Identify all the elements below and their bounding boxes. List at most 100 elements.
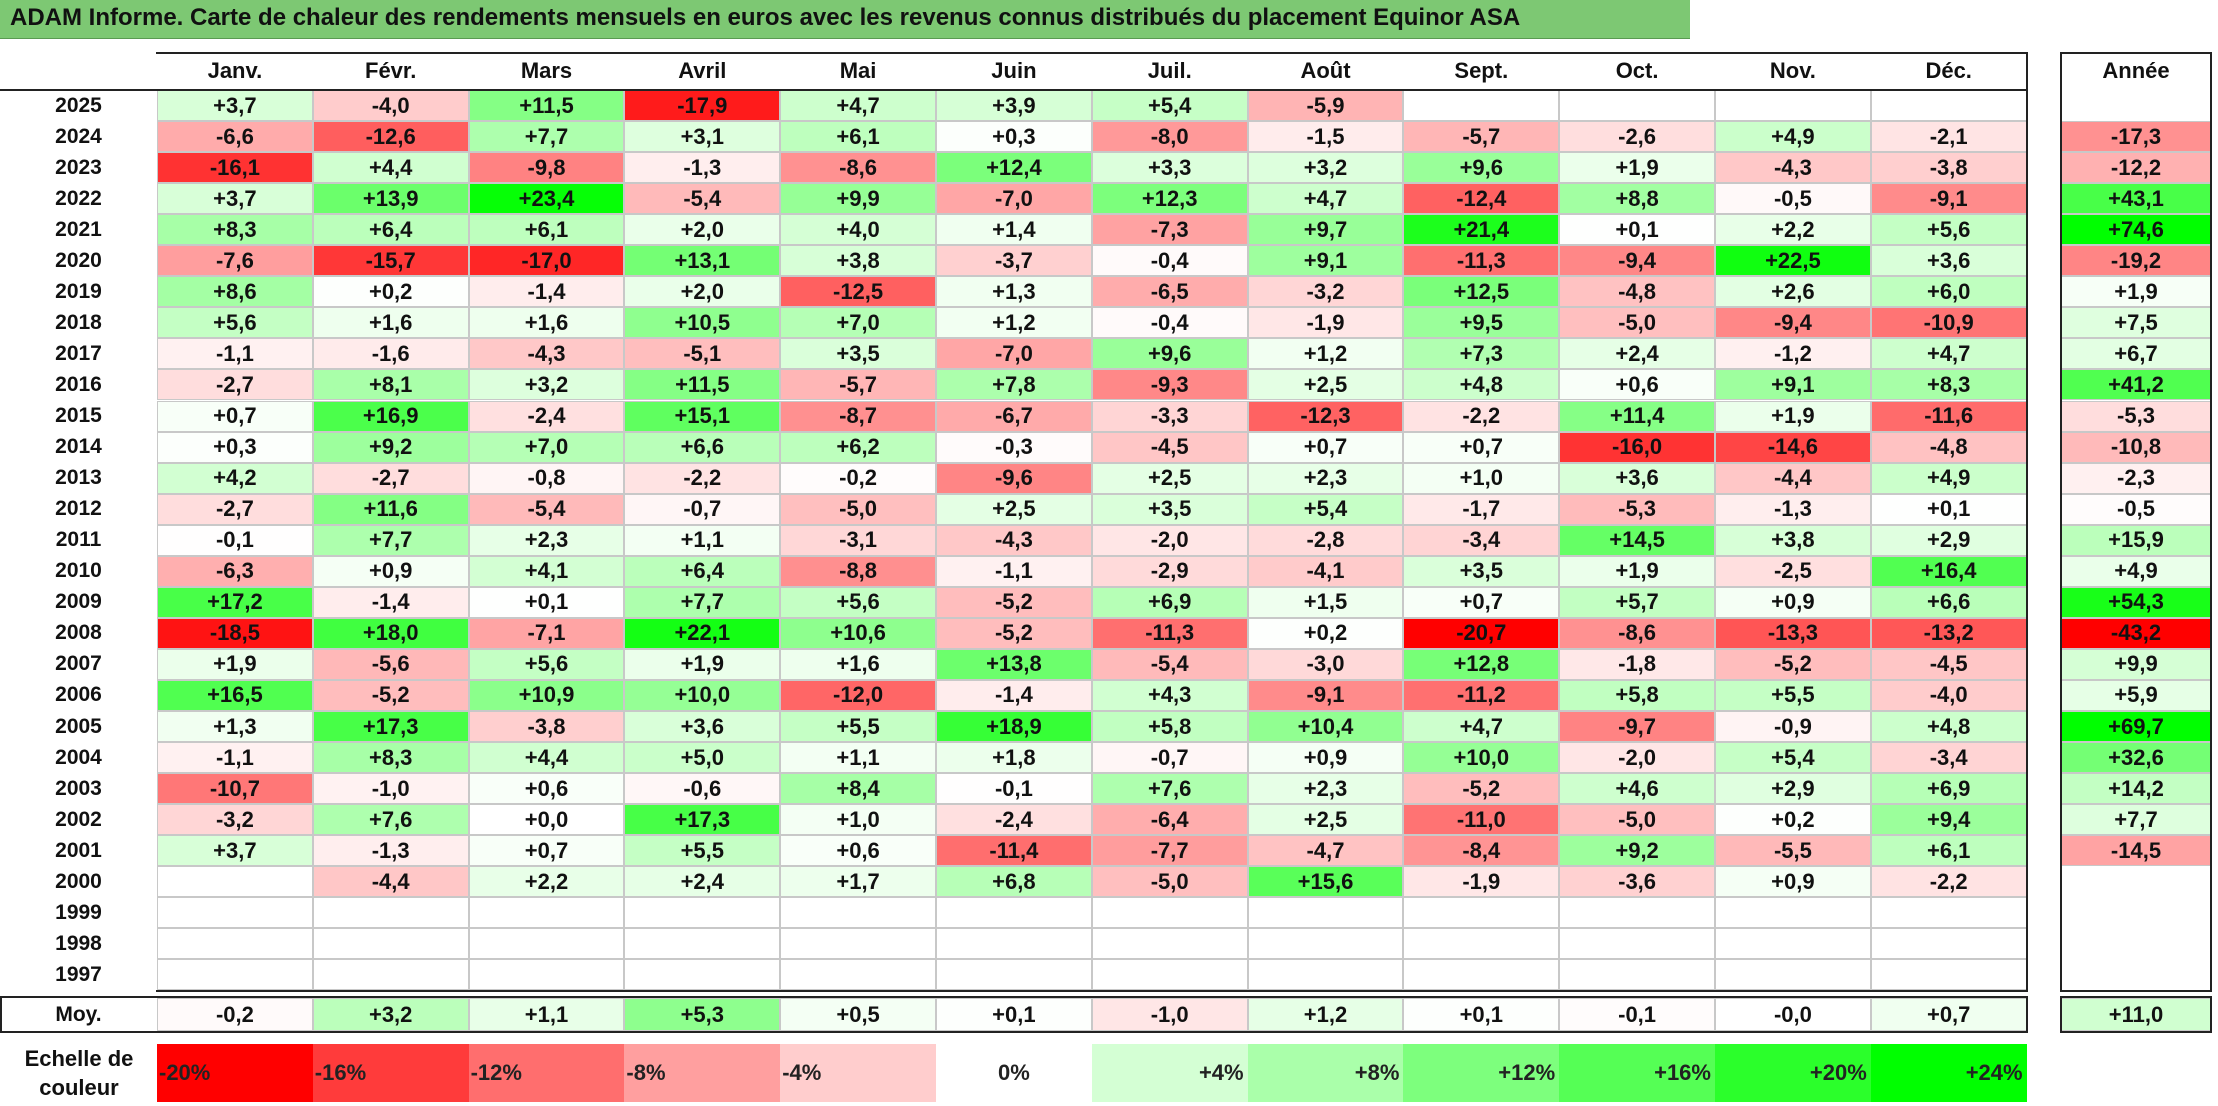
annual-cell: +69,7: [2061, 711, 2211, 743]
heatmap-cell: -5,0: [1559, 804, 1715, 836]
heatmap-cell: +15,6: [1247, 866, 1404, 898]
heatmap-cell: [1559, 90, 1715, 122]
heatmap-cell: -1,1: [157, 742, 313, 774]
row-year-label: 2005: [55, 714, 102, 738]
color-scale-swatch: -8%: [624, 1044, 781, 1102]
heatmap-cell: -2,7: [157, 493, 313, 525]
heatmap-cell: +7,7: [312, 524, 469, 556]
heatmap-cell: -2,0: [1091, 524, 1248, 556]
heatmap-cell: +1,9: [157, 648, 313, 680]
heatmap-cell: [1715, 959, 1871, 991]
heatmap-cell: -2,7: [312, 462, 469, 494]
heatmap-cell: [1715, 90, 1871, 122]
heatmap-cell: +1,8: [936, 742, 1092, 774]
heatmap-cell: +10,9: [468, 679, 625, 711]
annual-cell: -19,2: [2061, 245, 2211, 277]
heatmap-cell: [1715, 928, 1871, 960]
heatmap-cell: +0,6: [468, 773, 625, 805]
heatmap-cell: +3,5: [1091, 493, 1248, 525]
heatmap-cell: +0,1: [468, 586, 625, 618]
heatmap-cell: -6,5: [1091, 276, 1248, 308]
row-year-label: 1999: [55, 900, 102, 924]
heatmap-cell: +3,7: [157, 183, 313, 215]
heatmap-cell: +21,4: [1403, 214, 1560, 246]
heatmap-cell: +1,1: [624, 524, 781, 556]
heatmap-cell: +2,3: [1247, 773, 1404, 805]
heatmap-cell: -3,4: [1403, 524, 1560, 556]
average-cell: +0,1: [936, 998, 1092, 1031]
heatmap-cell: +0,1: [1870, 493, 2027, 525]
heatmap-cell: +23,4: [468, 183, 625, 215]
column-header: Août: [1300, 58, 1351, 83]
heatmap-cell: +6,1: [780, 121, 936, 153]
column-header: Juin: [991, 58, 1037, 83]
heatmap-cell: +7,7: [624, 586, 781, 618]
heatmap-cell: -5,4: [624, 183, 781, 215]
heatmap-cell: +9,1: [1247, 245, 1404, 277]
heatmap-cell: -0,1: [936, 773, 1092, 805]
annual-cell: +43,1: [2061, 183, 2211, 215]
color-scale-swatch: -20%: [157, 1044, 313, 1102]
heatmap-cell: +2,0: [624, 214, 781, 246]
row-year-label: 2021: [55, 217, 102, 241]
row-year-label: 2002: [55, 807, 102, 831]
heatmap-cell: +6,2: [780, 431, 936, 463]
heatmap-cell: +3,3: [1091, 152, 1248, 184]
heatmap-cell: +4,6: [1559, 773, 1715, 805]
heatmap-cell: +10,6: [780, 617, 936, 649]
heatmap-cell: -0,2: [780, 462, 936, 494]
heatmap-cell: -1,4: [468, 276, 625, 308]
heatmap-cell: -17,9: [624, 90, 781, 122]
heatmap-cell: +6,6: [1870, 586, 2027, 618]
heatmap-cell: [1870, 928, 2027, 960]
heatmap-cell: +6,6: [624, 431, 781, 463]
heatmap-cell: +5,5: [624, 835, 781, 867]
heatmap-cell: +18,9: [936, 711, 1092, 743]
heatmap-cell: +1,9: [1559, 152, 1715, 184]
heatmap-cell: -12,4: [1403, 183, 1560, 215]
heatmap-cell: -15,7: [312, 245, 469, 277]
heatmap-cell: -2,0: [1559, 742, 1715, 774]
heatmap-cell: +9,6: [1403, 152, 1560, 184]
heatmap-cell: -0,3: [936, 431, 1092, 463]
heatmap-cell: -5,1: [624, 338, 781, 370]
heatmap-cell: -9,4: [1715, 307, 1871, 339]
heatmap-cell: -3,2: [157, 804, 313, 836]
heatmap-cell: +3,2: [468, 369, 625, 401]
heatmap-cell: +2,9: [1715, 773, 1871, 805]
heatmap-cell: +4,9: [1715, 121, 1871, 153]
heatmap-cell: -8,0: [1091, 121, 1248, 153]
heatmap-cell: +7,7: [468, 121, 625, 153]
heatmap-cell: +9,1: [1715, 369, 1871, 401]
heatmap-cell: +22,5: [1715, 245, 1871, 277]
heatmap-cell: -5,2: [936, 586, 1092, 618]
heatmap-cell: -0,8: [468, 462, 625, 494]
heatmap-cell: -8,6: [780, 152, 936, 184]
heatmap-cell: -3,8: [1870, 152, 2027, 184]
heatmap-cell: +0,1: [1559, 214, 1715, 246]
heatmap-cell: -2,5: [1715, 555, 1871, 587]
heatmap-cell: -13,2: [1870, 617, 2027, 649]
heatmap-cell: -11,6: [1870, 400, 2027, 432]
row-year-label: 2019: [55, 279, 102, 303]
heatmap-cell: -11,0: [1403, 804, 1560, 836]
row-year-label: 1998: [55, 931, 102, 955]
heatmap-cell: +0,3: [157, 431, 313, 463]
heatmap-cell: +7,6: [312, 804, 469, 836]
heatmap-cell: +9,7: [1247, 214, 1404, 246]
heatmap-cell: -7,1: [468, 617, 625, 649]
heatmap-cell: -10,9: [1870, 307, 2027, 339]
heatmap-cell: -4,4: [1715, 462, 1871, 494]
heatmap-cell: +13,1: [624, 245, 781, 277]
row-year-label: 2013: [55, 466, 102, 490]
heatmap-cell: +0,2: [312, 276, 469, 308]
heatmap-cell: -3,7: [936, 245, 1092, 277]
heatmap-cell: -9,6: [936, 462, 1092, 494]
heatmap-cell: -2,2: [1870, 866, 2027, 898]
heatmap-cell: +2,0: [624, 276, 781, 308]
heatmap-cell: -4,5: [1091, 431, 1248, 463]
heatmap-cell: [624, 959, 781, 991]
heatmap-cell: [1870, 959, 2027, 991]
heatmap-cell: +3,5: [1403, 555, 1560, 587]
heatmap-cell: -0,7: [624, 493, 781, 525]
